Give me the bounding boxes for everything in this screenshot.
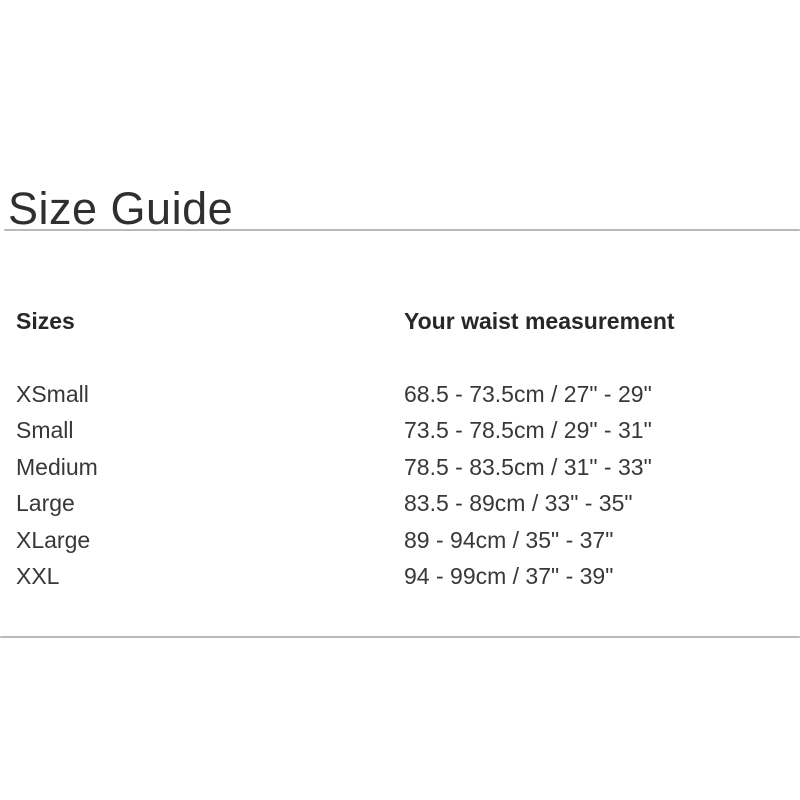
measurement-value: 89 - 94cm / 35" - 37"	[404, 526, 614, 553]
size-label: XSmall	[16, 381, 89, 407]
title-divider	[4, 229, 800, 231]
table-row-small: Small 73.5 - 78.5cm / 29" - 31"	[16, 412, 800, 448]
column-header-sizes: Sizes	[16, 308, 75, 334]
table-row-medium: Medium 78.5 - 83.5cm / 31" - 33"	[16, 449, 800, 485]
bottom-divider	[0, 636, 800, 638]
size-label: Large	[16, 490, 75, 517]
size-label: Small	[16, 417, 74, 444]
measurement-value: 94 - 99cm / 37" - 39"	[404, 562, 614, 589]
table-row-large: Large 83.5 - 89cm / 33" - 35"	[16, 485, 800, 521]
table-row-xlarge: XLarge 89 - 94cm / 35" - 37"	[16, 522, 800, 558]
measurement-value: 68.5 - 73.5cm / 27" - 29"	[404, 381, 652, 407]
measurement-value: 78.5 - 83.5cm / 31" - 33"	[404, 453, 652, 480]
page-title: Size Guide	[8, 183, 234, 235]
size-table: XSmall 68.5 - 73.5cm / 27" - 29" Small 7…	[16, 376, 800, 594]
size-label: XLarge	[16, 526, 91, 553]
column-header-waist-measurement: Your waist measurement	[404, 308, 675, 334]
table-row-xsmall: XSmall 68.5 - 73.5cm / 27" - 29"	[16, 376, 800, 412]
measurement-value: 83.5 - 89cm / 33" - 35"	[404, 490, 633, 517]
measurement-value: 73.5 - 78.5cm / 29" - 31"	[404, 417, 652, 444]
size-label: Medium	[16, 453, 98, 480]
size-label: XXL	[16, 562, 60, 589]
table-row-xxl: XXL 94 - 99cm / 37" - 39"	[16, 558, 800, 594]
